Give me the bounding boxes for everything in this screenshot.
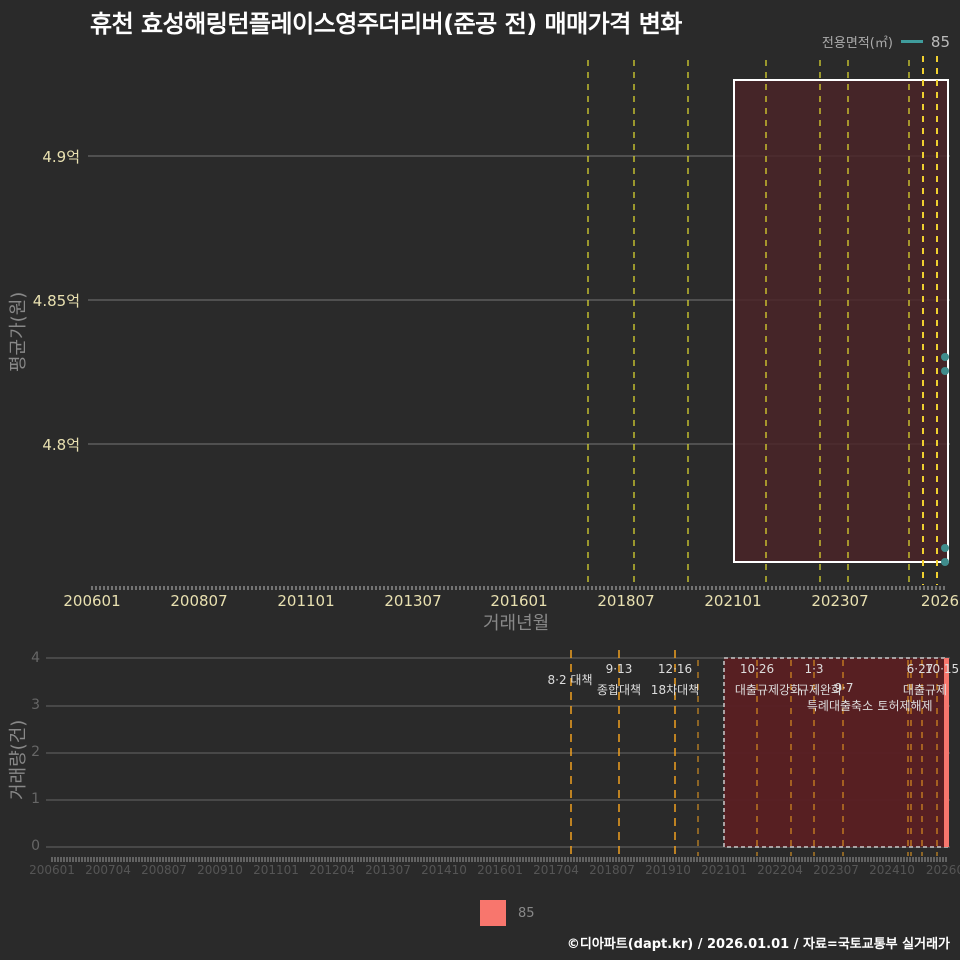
bottom-xtick: 202101 (701, 863, 747, 877)
bottom-xtick: 202410 (869, 863, 915, 877)
bottom-ytick: 4 (31, 650, 40, 666)
bottom-xtick: 202204 (757, 863, 803, 877)
price-points (941, 353, 949, 566)
bottom-xtick: 201307 (365, 863, 411, 877)
top-xtick: 201307 (384, 592, 442, 610)
chart-title: 휴천 효성해링턴플레이스영주더리버(준공 전) 매매가격 변화 (90, 10, 682, 38)
bottom-xtick: 201101 (253, 863, 299, 877)
event-label: 대출규제강화 (734, 683, 802, 697)
event-label: 9·13 (605, 662, 633, 676)
top-xtick: 201101 (277, 592, 335, 610)
bottom-ytick: 2 (31, 744, 40, 760)
legend-title: 전용면적(㎡) (821, 36, 893, 51)
event-label: 10·26 (739, 662, 775, 676)
event-label: 6·27 (906, 662, 934, 676)
bottom-y-axis-title: 거래량(건) (8, 719, 29, 800)
top-xtick: 201601 (490, 592, 548, 610)
top-xtick: 200807 (170, 592, 228, 610)
bottom-xtick: 20260 (925, 863, 960, 877)
event-label: 종합대책 (596, 683, 642, 697)
bottom-xtick: 201704 (533, 863, 579, 877)
top-ytick: 4.8억 (42, 436, 80, 454)
bottom-xtick: 201807 (589, 863, 635, 877)
legend-line-swatch (900, 40, 923, 43)
bottom-chart-plot (46, 650, 950, 862)
legend-bottom: 85 (480, 900, 535, 926)
bottom-xtick: 201204 (309, 863, 355, 877)
event-label: 1·3 (804, 662, 824, 676)
legend-label: 85 (930, 32, 950, 51)
top-ytick: 4.85억 (32, 292, 80, 310)
event-label: 12·16 (657, 662, 693, 676)
top-ytick: 4.9억 (42, 148, 80, 166)
event-label: 8·2 대책 (547, 673, 593, 687)
bottom-xtick: 200601 (29, 863, 75, 877)
event-label: 10·15 (924, 662, 960, 676)
event-label: 대출규제 (902, 683, 948, 697)
bottom-xtick: 201410 (421, 863, 467, 877)
legend-top: 전용면적(㎡) 85 (821, 32, 950, 52)
volume-bar (944, 658, 949, 847)
source-footer: ©디아파트(dapt.kr) / 2026.01.01 / 자료=국토교통부 실… (566, 937, 950, 952)
event-label: 특례대출축소 (806, 699, 874, 713)
bottom-xtick: 201910 (645, 863, 691, 877)
bottom-ytick: 3 (31, 697, 40, 713)
legend-bottom-label: 85 (518, 905, 535, 921)
top-xtick: 200601 (63, 592, 121, 610)
bottom-ytick: 1 (31, 791, 40, 807)
top-x-axis-title: 거래년월 (483, 613, 550, 634)
bottom-xtick: 200704 (85, 863, 131, 877)
bottom-xtick: 200807 (141, 863, 187, 877)
bottom-ytick: 0 (31, 838, 40, 854)
top-xtick: 202307 (811, 592, 869, 610)
event-label: 18차대책 (650, 683, 700, 697)
bottom-xtick: 201601 (477, 863, 523, 877)
top-y-axis-title: 평균가(원) (8, 291, 29, 372)
event-label: 규제완화 (797, 683, 843, 697)
bottom-xtick: 202307 (813, 863, 859, 877)
top-xtick: 202101 (704, 592, 762, 610)
bottom-xtick: 200910 (197, 863, 243, 877)
event-label: 9·7 (834, 681, 854, 695)
top-xtick: 2026 (920, 592, 960, 610)
event-label: 토허제해제 (877, 699, 933, 713)
top-xtick: 201807 (597, 592, 655, 610)
top-chart-plot (88, 56, 950, 590)
legend-bar-swatch (480, 900, 506, 926)
